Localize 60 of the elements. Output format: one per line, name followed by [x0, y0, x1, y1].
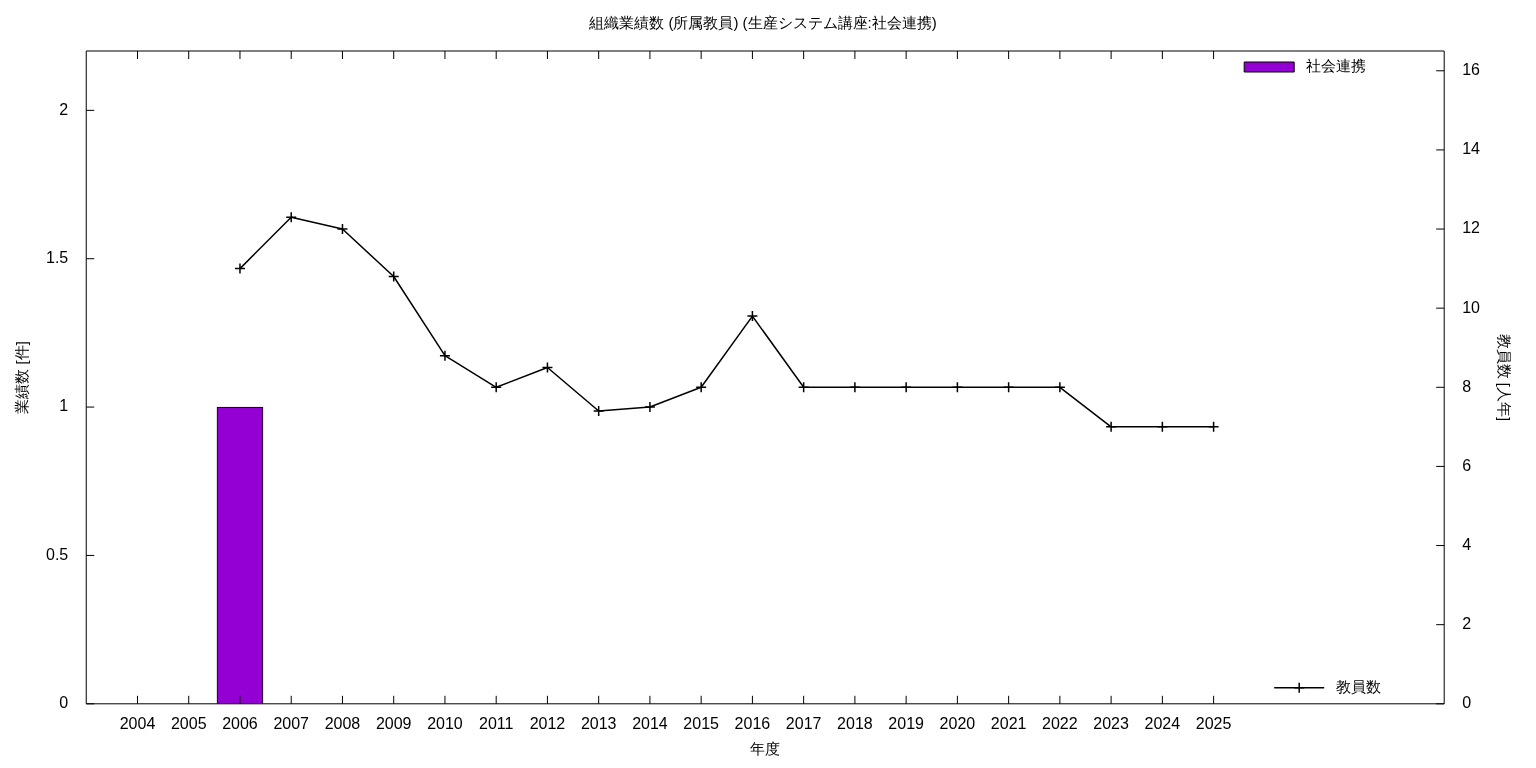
legend-label: 教員数: [1336, 677, 1382, 695]
x-tick-label: 2020: [939, 714, 976, 732]
y-tick-label: 1: [59, 397, 69, 415]
y-tick-label: 1.5: [45, 249, 69, 267]
x-tick-label: 2004: [119, 714, 156, 732]
y-tick-label: 2: [59, 100, 69, 118]
x-tick-label: 2016: [734, 714, 771, 732]
x-tick-label: 2011: [478, 714, 514, 732]
point: [1105, 421, 1117, 433]
y2-tick-label: 4: [1462, 535, 1472, 553]
point: [439, 349, 451, 362]
point: [1156, 421, 1169, 433]
chart-title: 組織業績数 (所属教員) (生産システム講座:社会連携): [588, 14, 937, 32]
x-tick-label: 2017: [785, 714, 822, 732]
y2-tick-label: 14: [1462, 140, 1481, 158]
y2-tick-label: 0: [1462, 694, 1472, 712]
x-tick-label: 2022: [1042, 714, 1078, 732]
x-tick-label: 2021: [990, 714, 1027, 732]
y-tick-label: 0: [59, 694, 69, 712]
y2-tick-label: 8: [1462, 377, 1472, 395]
y2-axis-title: 教員数 [人年]: [1495, 333, 1513, 422]
point: [490, 381, 502, 394]
point: [592, 405, 605, 417]
point: [951, 381, 964, 394]
point: [336, 223, 349, 235]
y-axis-title: 業績数 [件]: [13, 341, 31, 414]
y2-tick-label: 16: [1462, 61, 1481, 79]
y2-tick-label: 12: [1462, 219, 1481, 237]
point: [1054, 381, 1066, 394]
point: [387, 270, 400, 283]
x-tick-label: 2009: [375, 714, 412, 732]
point: [285, 211, 297, 223]
x-tick-label: 2005: [170, 714, 207, 732]
x-tick-label: 2018: [837, 714, 873, 732]
x-axis-title: 年度: [750, 740, 781, 758]
point: [541, 361, 554, 374]
point: [1207, 421, 1220, 433]
x-tick-label: 2013: [580, 714, 617, 732]
y2-tick-label: 6: [1462, 456, 1472, 474]
point: [746, 310, 759, 322]
x-tick-label: 2019: [888, 714, 925, 732]
y2-tick-label: 2: [1462, 615, 1472, 633]
x-tick-label: 2014: [632, 714, 668, 732]
point: [234, 262, 246, 275]
legend-label: 社会連携: [1306, 57, 1367, 75]
x-tick-label: 2023: [1093, 714, 1130, 732]
y-tick-label: 0.5: [45, 545, 69, 563]
x-tick-label: 2015: [683, 714, 720, 732]
point: [797, 381, 810, 394]
y2-tick-label: 10: [1462, 298, 1481, 316]
x-tick-label: 2006: [222, 714, 258, 732]
point: [644, 401, 656, 413]
x-tick-label: 2008: [324, 714, 361, 732]
point: [1002, 381, 1015, 394]
x-tick-label: 2010: [427, 714, 463, 732]
x-tick-label: 2007: [273, 714, 310, 732]
x-tick-label: 2012: [529, 714, 566, 732]
x-tick-label: 2025: [1195, 714, 1232, 732]
x-tick-label: 2024: [1144, 714, 1181, 732]
point: [695, 381, 707, 394]
